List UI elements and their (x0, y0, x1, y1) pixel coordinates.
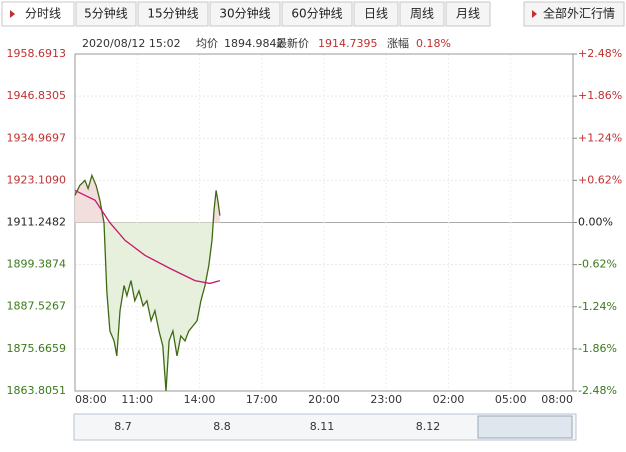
y2-tick-label: +2.48% (578, 47, 622, 60)
y-tick-label: 1887.5267 (7, 300, 67, 313)
info-last-value: 1914.7395 (318, 37, 378, 50)
x-tick-label: 14:00 (184, 393, 216, 406)
info-avg-value: 1894.9842 (224, 37, 284, 50)
navigator-label: 8.8 (213, 420, 231, 433)
tab-label[interactable]: 60分钟线 (291, 6, 342, 21)
info-change-label: 涨幅 (387, 37, 409, 50)
x-tick-label: 08:00 (75, 393, 107, 406)
x-tick-label: 17:00 (246, 393, 278, 406)
x-tick-label: 23:00 (370, 393, 402, 406)
tab[interactable] (445, 1, 491, 27)
y2-tick-label: +0.62% (578, 173, 622, 186)
tab[interactable] (137, 1, 209, 27)
tab-label[interactable]: 5分钟线 (84, 6, 128, 21)
series-line (74, 189, 221, 285)
tab-arrow (10, 10, 15, 18)
info-change-value: 0.18% (416, 37, 451, 50)
x-tick-label: 08:00 (541, 393, 573, 406)
tab[interactable] (209, 1, 281, 27)
tab-bar: 分时线 5分钟线 15分钟线 30分钟线 60分钟线 日线 周线 月线 全部外汇行情 (1, 1, 625, 27)
info-time: 2020/08/12 15:02 (82, 37, 181, 50)
navigator-labels: 8.7 8.8 8.11 8.12 (114, 420, 440, 433)
tab-label[interactable]: 日线 (364, 7, 388, 21)
tab[interactable] (353, 1, 399, 27)
info-last-label: 最新价 (276, 36, 309, 50)
tab[interactable] (523, 1, 625, 27)
tab-label[interactable]: 15分钟线 (147, 6, 198, 21)
y-tick-label: 1863.8051 (7, 384, 67, 397)
info-avg-label: 均价 (196, 37, 218, 50)
x-tick-label: 11:00 (121, 393, 153, 406)
tab-label[interactable]: 周线 (410, 7, 434, 21)
area-down (75, 222, 220, 391)
x-tick-label: 02:00 (433, 393, 465, 406)
y2-tick-label: -1.86% (578, 342, 617, 355)
tab-label[interactable]: 全部外汇行情 (543, 6, 615, 21)
y-tick-label: 1934.9697 (7, 131, 67, 144)
tab[interactable] (399, 1, 445, 27)
tab-arrow (532, 10, 537, 18)
tab-label[interactable]: 30分钟线 (219, 6, 270, 21)
y-tick-label: 1875.6659 (7, 342, 67, 355)
series-line (74, 173, 221, 392)
navigator-label: 8.11 (310, 420, 335, 433)
area-up (75, 175, 220, 223)
y-tick-label: 1899.3874 (7, 258, 67, 271)
navigator-handle[interactable] (477, 415, 573, 439)
y2-tick-label: -2.48% (578, 384, 617, 397)
y-tick-label: 1958.6913 (7, 47, 67, 60)
tab-label[interactable]: 分时线 (25, 7, 61, 21)
y2-tick-label: 0.00% (578, 216, 613, 229)
y2-tick-label: -1.24% (578, 300, 617, 313)
tab[interactable] (281, 1, 353, 27)
tab[interactable] (75, 1, 137, 27)
navigator-label: 8.7 (114, 420, 132, 433)
y-tick-label: 1946.8305 (7, 89, 67, 102)
x-tick-label: 05:00 (495, 393, 527, 406)
tab-label[interactable]: 月线 (456, 7, 480, 21)
y2-tick-label: +1.86% (578, 89, 622, 102)
y2-tick-label: -0.62% (578, 258, 617, 271)
plot: 1863.8051 1875.6659 1887.5267 1899.3874 1911… (7, 47, 623, 406)
y2-tick-label: +1.24% (578, 131, 622, 144)
x-tick-label: 20:00 (308, 393, 340, 406)
y-tick-label: 1911.2482 (7, 216, 67, 229)
navigator-label: 8.12 (416, 420, 441, 433)
y-tick-label: 1923.1090 (7, 173, 67, 186)
